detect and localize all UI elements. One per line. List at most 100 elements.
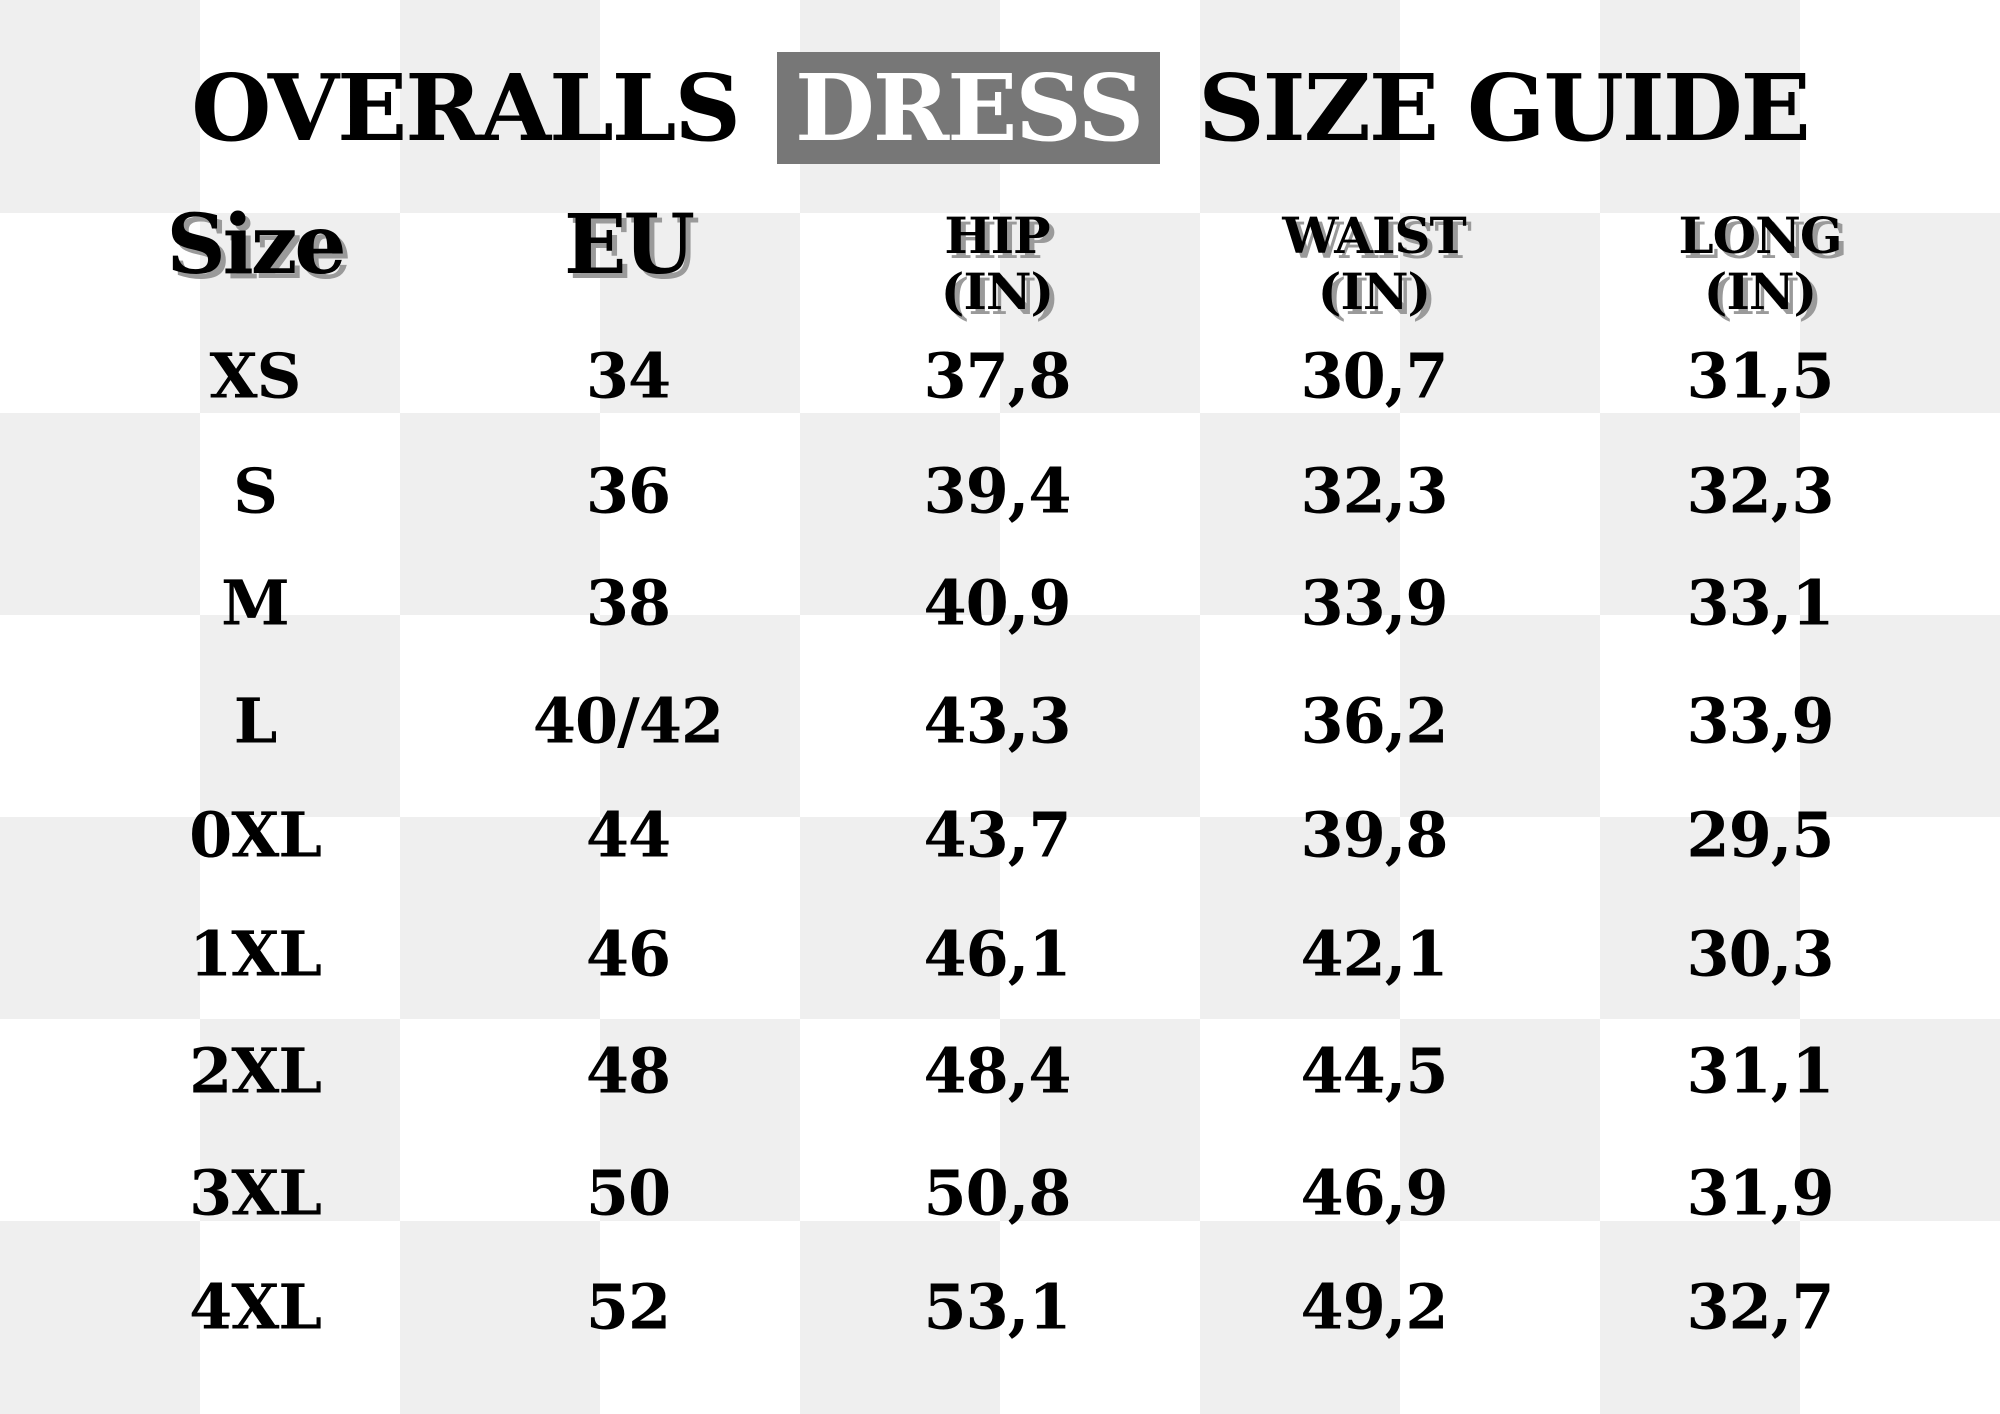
cell-eu: 34 bbox=[585, 339, 671, 413]
checker-square bbox=[600, 213, 800, 413]
header-size: Size bbox=[166, 197, 346, 293]
checker-square bbox=[0, 413, 200, 615]
checker-square bbox=[600, 0, 800, 213]
checker-square bbox=[200, 615, 400, 817]
header-unit: (IN) bbox=[1703, 262, 1817, 321]
header-unit: (IN) bbox=[1317, 262, 1431, 321]
cell-size: L bbox=[233, 684, 278, 758]
cell-long: 32,7 bbox=[1686, 1270, 1834, 1344]
checker-square bbox=[1600, 0, 1800, 213]
checker-square bbox=[1200, 1019, 1400, 1221]
header-unit: (IN) bbox=[940, 262, 1054, 321]
title-part-2: SIZE GUIDE bbox=[1198, 54, 1811, 162]
checker-square bbox=[800, 1221, 1000, 1414]
checker-square bbox=[1200, 615, 1400, 817]
cell-hip: 53,1 bbox=[923, 1270, 1071, 1344]
checker-square bbox=[1600, 213, 1800, 413]
checker-square bbox=[200, 817, 400, 1019]
checker-square bbox=[1000, 615, 1200, 817]
checker-square bbox=[1600, 1019, 1800, 1221]
checker-square bbox=[200, 213, 400, 413]
cell-long: 32,3 bbox=[1686, 454, 1834, 528]
checker-square bbox=[1000, 413, 1200, 615]
checker-square bbox=[1200, 213, 1400, 413]
cell-eu: 38 bbox=[585, 566, 671, 640]
checker-square bbox=[1400, 1019, 1600, 1221]
checker-square bbox=[1800, 1019, 2000, 1221]
checker-square bbox=[600, 413, 800, 615]
cell-size: 4XL bbox=[189, 1270, 322, 1344]
cell-size: S bbox=[233, 454, 278, 528]
cell-waist: 46,9 bbox=[1300, 1156, 1448, 1230]
cell-size: 0XL bbox=[189, 798, 322, 872]
checker-square bbox=[1400, 1221, 1600, 1414]
checker-square bbox=[1600, 1221, 1800, 1414]
cell-waist: 42,1 bbox=[1300, 917, 1448, 991]
checker-square bbox=[200, 413, 400, 615]
checker-square bbox=[1400, 413, 1600, 615]
checker-square bbox=[200, 1221, 400, 1414]
header-label: HIP bbox=[944, 206, 1050, 265]
header-waist: WAIST (IN) bbox=[1282, 208, 1466, 321]
checker-square bbox=[800, 213, 1000, 413]
cell-size: XS bbox=[209, 339, 302, 413]
checker-square bbox=[1600, 615, 1800, 817]
cell-hip: 46,1 bbox=[923, 917, 1071, 991]
checker-square bbox=[1600, 413, 1800, 615]
checker-square bbox=[1000, 1221, 1200, 1414]
checker-square bbox=[400, 817, 600, 1019]
checker-square bbox=[400, 615, 600, 817]
cell-waist: 30,7 bbox=[1300, 339, 1448, 413]
checker-square bbox=[400, 1221, 600, 1414]
checker-square bbox=[1200, 0, 1400, 213]
checker-square bbox=[800, 1019, 1000, 1221]
cell-hip: 39,4 bbox=[923, 454, 1071, 528]
checker-square bbox=[0, 213, 200, 413]
cell-waist: 39,8 bbox=[1300, 798, 1448, 872]
checker-square bbox=[800, 817, 1000, 1019]
checker-square bbox=[600, 817, 800, 1019]
cell-long: 29,5 bbox=[1686, 798, 1834, 872]
cell-eu: 48 bbox=[585, 1034, 671, 1108]
checker-square bbox=[200, 1019, 400, 1221]
checker-square bbox=[0, 0, 200, 213]
cell-hip: 43,3 bbox=[923, 684, 1071, 758]
cell-hip: 50,8 bbox=[923, 1156, 1071, 1230]
checker-square bbox=[1000, 213, 1200, 413]
cell-size: 1XL bbox=[189, 917, 322, 991]
header-label: LONG bbox=[1678, 206, 1842, 265]
cell-eu: 36 bbox=[585, 454, 671, 528]
checker-square bbox=[1000, 1019, 1200, 1221]
checker-square bbox=[1800, 817, 2000, 1019]
checker-square bbox=[400, 0, 600, 213]
checker-square bbox=[1800, 0, 2000, 213]
checker-square bbox=[400, 413, 600, 615]
checker-square bbox=[600, 1221, 800, 1414]
checker-square bbox=[0, 817, 200, 1019]
page-title: OVERALLS DRESS SIZE GUIDE bbox=[0, 52, 2000, 164]
cell-long: 33,1 bbox=[1686, 566, 1834, 640]
checker-square bbox=[1400, 0, 1600, 213]
checker-square bbox=[0, 615, 200, 817]
cell-eu: 46 bbox=[585, 917, 671, 991]
checker-square bbox=[1200, 413, 1400, 615]
checker-square bbox=[800, 413, 1000, 615]
checker-square bbox=[1400, 615, 1600, 817]
checker-square bbox=[400, 1019, 600, 1221]
cell-hip: 37,8 bbox=[923, 339, 1071, 413]
cell-eu: 40/42 bbox=[532, 684, 724, 758]
header-eu: EU bbox=[563, 197, 695, 293]
cell-long: 33,9 bbox=[1686, 684, 1834, 758]
checker-square bbox=[600, 615, 800, 817]
checker-square bbox=[1000, 817, 1200, 1019]
cell-waist: 49,2 bbox=[1300, 1270, 1448, 1344]
cell-hip: 43,7 bbox=[923, 798, 1071, 872]
cell-size: M bbox=[221, 566, 290, 640]
checker-square bbox=[200, 0, 400, 213]
checker-square bbox=[0, 1221, 200, 1414]
checker-square bbox=[0, 1019, 200, 1221]
cell-eu: 52 bbox=[585, 1270, 671, 1344]
title-part-1: OVERALLS bbox=[191, 54, 741, 162]
cell-eu: 50 bbox=[585, 1156, 671, 1230]
cell-hip: 40,9 bbox=[923, 566, 1071, 640]
